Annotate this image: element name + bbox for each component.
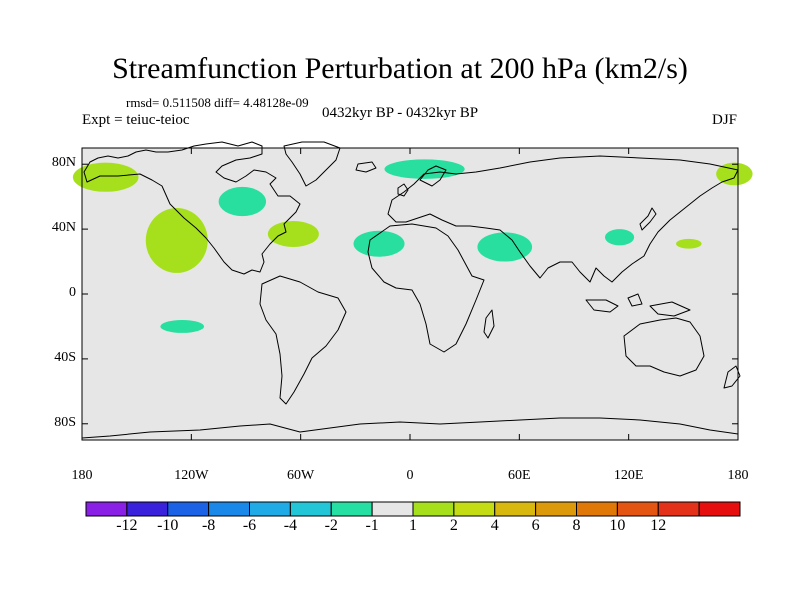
- colorbar-swatch: [412, 501, 455, 517]
- coastline-australia: [623, 317, 705, 377]
- coastline-british-isles: [397, 183, 409, 197]
- anomaly-eastern-atlantic-negative: [353, 230, 405, 257]
- colorbar-label: -4: [283, 517, 298, 534]
- lon-tick-label: 120W: [174, 468, 209, 483]
- colorbar-swatch: [289, 501, 332, 517]
- anomaly-china-negative: [604, 229, 635, 246]
- coastline-south-america: [259, 275, 347, 405]
- axis-ticks: [81, 148, 739, 440]
- coastline-madagascar: [483, 309, 495, 339]
- colorbar-label: -10: [157, 517, 179, 534]
- colorbar-swatch: [535, 501, 577, 517]
- coastline-new-zealand: [723, 365, 741, 389]
- chart-title: Streamfunction Perturbation at 200 hPa (…: [112, 52, 688, 85]
- colorbar-label: 10: [609, 517, 626, 534]
- coastline-greenland: [283, 141, 341, 187]
- colorbar-swatch: [453, 501, 496, 517]
- colorbar-label: 6: [531, 517, 540, 534]
- anomaly-contours: [72, 159, 753, 333]
- coastline-scandinavia: [419, 165, 447, 187]
- colorbar-label: 8: [572, 517, 581, 534]
- colorbar-label: -12: [116, 517, 138, 534]
- colorbar-label: 4: [490, 517, 499, 534]
- lon-tick-label: 120E: [613, 468, 644, 483]
- season-label: DJF: [712, 112, 738, 128]
- colorbar-swatch: [494, 501, 537, 517]
- colorbar-label: -2: [324, 517, 338, 534]
- colorbar-swatch: [126, 501, 169, 517]
- anomaly-south-pacific-negative: [160, 319, 205, 333]
- anomaly-arabia-negative: [477, 232, 533, 262]
- coastline-iceland: [355, 161, 377, 173]
- lon-tick-label: 180: [71, 468, 93, 483]
- anomaly-far-east-arctic-positive: [716, 162, 753, 186]
- anomaly-north-pacific-arctic-positive: [72, 162, 139, 192]
- colorbar-swatch: [330, 501, 373, 517]
- anomaly-western-atlantic-positive: [267, 221, 319, 247]
- coastline-japan: [639, 207, 657, 231]
- lat-tick-label: 0: [69, 285, 76, 300]
- period-label: 0432kyr BP - 0432kyr BP: [322, 105, 479, 121]
- map-fill: [82, 148, 738, 440]
- colorbar-label: 1: [409, 517, 417, 534]
- colorbar-swatch: [657, 501, 700, 517]
- colorbar-swatch: [167, 501, 210, 517]
- coastline-eurasia: [387, 155, 739, 283]
- colorbar-swatch: [208, 501, 250, 517]
- colorbar-label: 2: [449, 517, 458, 534]
- lat-tick-label: 80N: [51, 155, 76, 171]
- coastline-north-america: [83, 141, 301, 275]
- colorbar-label: -8: [201, 517, 216, 534]
- lon-tick-label: 60W: [287, 468, 315, 483]
- lon-tick-label: 180: [727, 468, 749, 483]
- anomaly-greenland-sea-negative: [384, 159, 465, 179]
- coastlines: [81, 141, 741, 439]
- coastline-africa: [367, 223, 485, 353]
- colorbar-label: 12: [650, 517, 667, 534]
- colorbar-swatch: [85, 501, 128, 517]
- colorbar-label: -6: [242, 517, 257, 534]
- colorbar-swatch: [576, 501, 618, 517]
- anomaly-north-pacific-positive: [676, 238, 702, 249]
- coastline-antarctica: [81, 417, 739, 439]
- colorbar-label: -1: [365, 517, 379, 534]
- colorbar-swatch: [371, 501, 414, 517]
- map-background: [82, 148, 738, 440]
- experiment-label: Expt = teiuc-teioc: [82, 112, 190, 128]
- lat-tick-label: 40N: [51, 220, 76, 236]
- colorbar-swatch: [616, 501, 659, 517]
- stats-label: rmsd= 0.511508 diff= 4.48128e-09: [126, 95, 309, 110]
- colorbar: [85, 501, 741, 517]
- coastline-indonesia: [585, 293, 691, 317]
- lat-tick-label: 40S: [54, 349, 76, 365]
- anomaly-eastern-pacific-positive: [145, 208, 208, 273]
- lon-tick-label: 60E: [508, 468, 531, 483]
- anomaly-hudson-bay-negative: [218, 186, 267, 217]
- colorbar-swatch: [698, 501, 741, 517]
- colorbar-swatch: [249, 501, 291, 517]
- lat-tick-label: 80S: [54, 414, 76, 430]
- lon-tick-label: 0: [406, 468, 414, 483]
